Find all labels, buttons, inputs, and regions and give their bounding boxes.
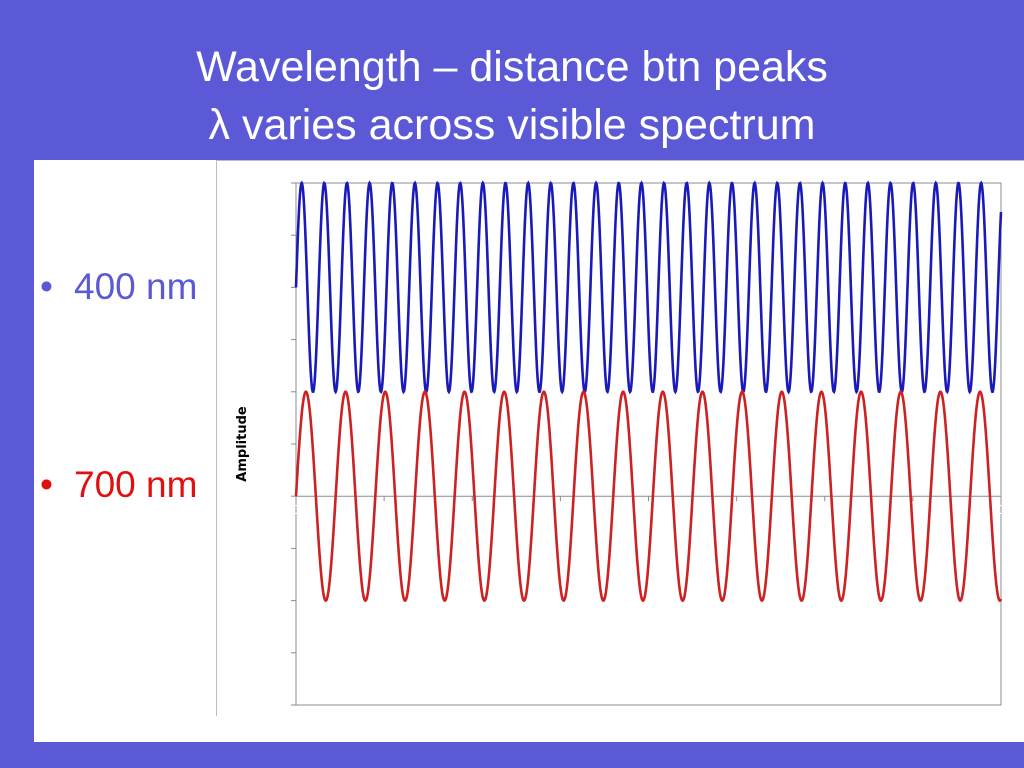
x-tick-label: 200	[461, 503, 484, 517]
x-tick-label: 700	[901, 503, 924, 517]
x-tick-label: 800	[990, 503, 1013, 517]
slide-title: Wavelength – distance btn peaks λ varies…	[0, 38, 1024, 154]
bullet-400nm: • 400 nm	[40, 266, 197, 308]
bullet-400nm-text: 400 nm	[74, 266, 198, 307]
y-axis-label: Amplitude	[235, 406, 250, 482]
title-line-1: Wavelength – distance btn peaks	[196, 43, 828, 91]
chart-frame: Amplitude 0 100 200 300 400 500 600 700 800	[216, 160, 1024, 716]
x-tick-label: 400	[637, 503, 660, 517]
series-line-1	[294, 390, 1003, 602]
series-line-0	[294, 180, 1003, 395]
x-tick-label: 600	[813, 503, 836, 517]
x-tick-label: 500	[725, 503, 748, 517]
bullet-700nm-text: 700 nm	[74, 464, 198, 505]
x-tick-label: 0	[292, 503, 300, 517]
bullet-dot-icon: •	[40, 464, 53, 505]
x-tick-label: 100	[373, 503, 396, 517]
bullet-dot-icon: •	[40, 266, 53, 307]
wave-chart: Amplitude 0 100 200 300 400 500 600 700 800	[235, 180, 1013, 706]
title-line-2: λ varies across visible spectrum	[208, 101, 816, 149]
x-tick-label: 300	[549, 503, 572, 517]
bullet-700nm: • 700 nm	[40, 464, 197, 506]
